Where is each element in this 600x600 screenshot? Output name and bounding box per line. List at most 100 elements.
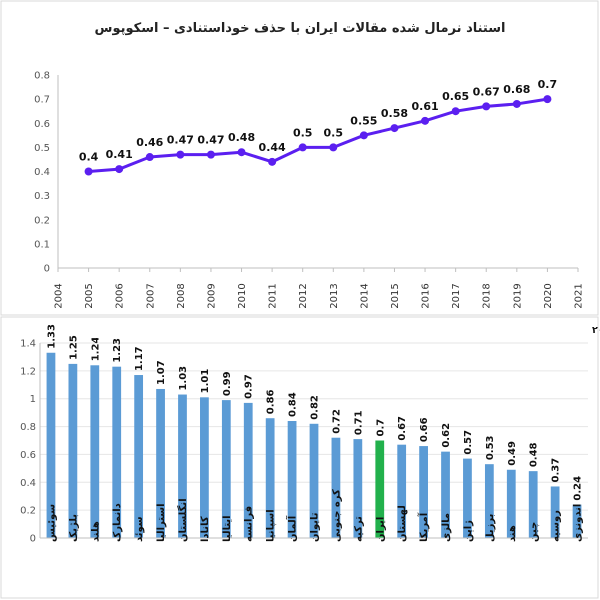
bar-data-label: 0.99 — [222, 371, 233, 396]
line-markers — [84, 95, 552, 176]
bar-category-label: سوئد — [134, 516, 145, 542]
line-data-point — [298, 143, 307, 152]
line-y-tick-label: 0.8 — [34, 71, 50, 82]
line-data-point — [115, 165, 124, 174]
bar-y-tick-label: 0 — [30, 534, 36, 545]
line-x-tick-label: 2007 — [145, 283, 156, 308]
bar-y-tick-label: 0.8 — [20, 422, 36, 433]
line-series — [88, 97, 548, 173]
bar-data-label: 0.84 — [288, 392, 299, 417]
bar — [46, 352, 56, 538]
line-data-label: 0.5 — [324, 126, 344, 139]
bar — [68, 363, 78, 538]
bar-category-label: برزیل — [485, 514, 496, 542]
bar — [528, 471, 538, 538]
line-x-tick-label: 2005 — [84, 283, 95, 308]
line-y-tick-label: 0.7 — [34, 95, 50, 106]
bar-category-label: ایران — [375, 517, 386, 542]
bar-chart-panel: 0 0.2 0.4 0.6 0.8 1 1.2 1.4 1.33 1.25 1.24 1.23 1.1… — [0, 316, 600, 599]
bar-y-tick-label: 0.2 — [20, 506, 36, 517]
bar-category-label: کانادا — [200, 516, 211, 542]
line-x-tick-label: 2020 — [543, 283, 554, 308]
line-data-point — [237, 148, 246, 157]
line-data-label: 0.68 — [503, 83, 530, 96]
bar-data-label: 1.25 — [68, 335, 79, 360]
bar-x-ticks: سوئیس بلژیک هلند دانمارک سوئد استرالیا انگلستا… — [46, 489, 583, 542]
line-chart-border — [0, 0, 599, 316]
line-data-point — [206, 150, 215, 159]
bar-category-label: فرانسه — [244, 506, 255, 542]
line-data-label: 0.67 — [473, 85, 500, 98]
line-x-tick-label: 2012 — [298, 283, 309, 308]
bar — [221, 400, 231, 538]
bar-data-label: 0.37 — [551, 458, 562, 483]
bar — [419, 446, 428, 538]
line-x-tick-label: 2018 — [482, 283, 493, 308]
line-y-tick-label: 0.5 — [34, 143, 50, 154]
line-data-point — [390, 124, 399, 133]
bar — [243, 402, 253, 538]
bar-data-label: 0.82 — [310, 395, 321, 420]
bar-category-label: ژاپن — [463, 520, 474, 542]
bar-category-label: روسیه — [551, 510, 562, 542]
line-chart-title: استناد نرمال شده مقالات ایران با حذف خود… — [95, 21, 506, 36]
bar — [90, 365, 100, 538]
line-data-label: 0.61 — [411, 100, 438, 113]
line-x-tick-label: 2017 — [451, 283, 462, 308]
line-y-tick-label: 0.6 — [34, 119, 50, 130]
bar-category-label: آلمان — [286, 515, 299, 542]
line-data-label: 0.46 — [136, 136, 163, 149]
line-x-tick-label: 2021 — [574, 283, 585, 308]
line-x-tick-label: 2004 — [54, 283, 65, 308]
bar — [353, 439, 363, 538]
bar — [441, 451, 450, 538]
bar — [112, 366, 122, 538]
bar-category-label: هلند — [90, 521, 101, 542]
bar — [463, 458, 472, 538]
line-y-tick-label: 0.4 — [34, 167, 50, 178]
bar-data-label: 0.72 — [331, 409, 342, 434]
line-data-point — [421, 116, 430, 125]
bar-data-label: 0.97 — [244, 374, 255, 399]
bar — [484, 464, 494, 538]
line-data-label: 0.44 — [259, 141, 286, 154]
line-data-point — [84, 167, 93, 176]
line-data-point — [482, 102, 491, 111]
line-data-label: 0.5 — [293, 126, 313, 139]
bar-category-label: دانمارک — [112, 503, 123, 542]
line-y-tick-label: 0.2 — [34, 215, 50, 226]
line-data-label: 0.47 — [167, 134, 194, 147]
bar-category-label: آمریکا — [417, 512, 430, 542]
line-data-point — [543, 95, 552, 104]
bar-category-label: سوئیس — [46, 504, 57, 542]
line-data-label: 0.58 — [381, 107, 408, 120]
line-y-tick-label: 0.1 — [34, 239, 50, 250]
bar-data-label: 0.62 — [441, 423, 452, 448]
bar-data-label: 1.24 — [90, 337, 101, 362]
line-x-tick-label: 2009 — [206, 283, 217, 308]
bar-data-labels: 1.33 1.25 1.24 1.23 1.17 1.07 1.03 1.01 0.99 0.97… — [46, 324, 583, 501]
line-x-tick-label: 2011 — [268, 283, 279, 308]
line-y-tick-label: 0.3 — [34, 191, 50, 202]
bar-category-label: اسپانیا — [266, 509, 277, 542]
bar-data-label: 1.01 — [200, 369, 211, 394]
line-x-tick-label: 2013 — [329, 283, 340, 308]
bar-y-tick-label: 0.4 — [20, 478, 36, 489]
line-data-label: 0.48 — [228, 131, 255, 144]
line-y-axis: 0 0.1 0.2 0.3 0.4 0.5 0.6 0.7 0.8 — [34, 71, 59, 275]
bar-category-label: تایوان — [310, 512, 321, 542]
line-x-tick-label: 2010 — [237, 283, 248, 308]
line-x-tick-label: 2016 — [421, 283, 432, 308]
line-data-label: 0.7 — [538, 78, 558, 91]
line-x-tick-label: 2006 — [115, 283, 126, 308]
bar-data-label: 0.71 — [353, 410, 364, 435]
bar-category-label: کره جنوبی — [331, 489, 342, 542]
bar — [397, 444, 407, 538]
bar — [550, 486, 560, 538]
line-data-label: 0.47 — [197, 134, 224, 147]
bar-y-axis: 0 0.2 0.4 0.6 0.8 1 1.2 1.4 — [20, 339, 41, 545]
line-data-point — [329, 143, 338, 152]
bar-category-label: لهستان — [397, 505, 408, 542]
line-data-point — [268, 157, 277, 166]
